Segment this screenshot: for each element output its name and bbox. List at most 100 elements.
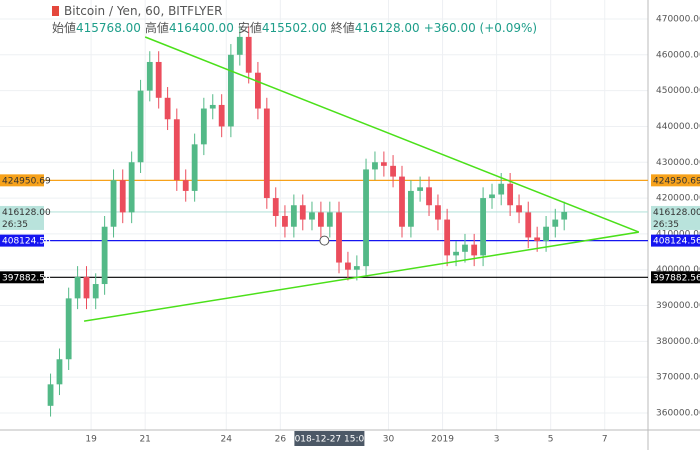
price-label-box bbox=[0, 174, 44, 187]
candle-body bbox=[444, 219, 451, 256]
candle-body bbox=[480, 198, 486, 256]
crosshair-point bbox=[319, 235, 330, 246]
ohlc-value: 416128.00 bbox=[354, 21, 420, 35]
symbol: Bitcoin / Yen, 60, BITFLYER bbox=[52, 3, 541, 20]
candle-body bbox=[146, 61, 153, 91]
candle-body bbox=[326, 212, 333, 227]
candle-body bbox=[507, 183, 514, 206]
candle-body bbox=[408, 190, 414, 227]
candle-body bbox=[272, 198, 279, 216]
price-label-box bbox=[0, 205, 44, 218]
ohlc-value: 416400.00 bbox=[168, 21, 234, 35]
candle-body bbox=[363, 169, 369, 267]
candle-body bbox=[173, 119, 180, 181]
candle-body bbox=[552, 219, 559, 227]
candle-body bbox=[426, 187, 432, 206]
candle-body bbox=[345, 262, 351, 270]
candle-body bbox=[489, 194, 495, 199]
x-tick-label: 3 bbox=[494, 435, 500, 445]
candle-body bbox=[417, 187, 424, 191]
ohlc-label: 終値 bbox=[330, 21, 355, 35]
candle-body bbox=[83, 276, 90, 299]
price-label-box bbox=[651, 205, 700, 218]
y-tick-label: 450000.00 bbox=[656, 86, 700, 96]
x-tick-label: 7 bbox=[602, 435, 608, 445]
countdown: 26:35 bbox=[653, 220, 679, 230]
candle-body bbox=[372, 162, 378, 170]
y-tick-label: 440000.00 bbox=[656, 122, 700, 132]
y-tick-label: 390000.00 bbox=[656, 301, 700, 311]
candle-body bbox=[119, 180, 126, 213]
ohlc-value: 415502.00 bbox=[261, 21, 327, 35]
candle-body bbox=[399, 176, 405, 227]
candle-body bbox=[453, 251, 459, 256]
x-tick-label: 24 bbox=[221, 435, 233, 445]
candle-body bbox=[317, 212, 324, 227]
candle-body bbox=[336, 212, 342, 263]
price-label: 416128.00 bbox=[2, 208, 51, 218]
countdown-box bbox=[651, 217, 700, 230]
candle-body bbox=[137, 90, 144, 163]
candle-body bbox=[380, 162, 387, 166]
plot-area bbox=[0, 0, 648, 430]
trend-line bbox=[144, 36, 640, 233]
candle-body bbox=[65, 298, 72, 360]
candle-body bbox=[534, 237, 541, 242]
candle-body bbox=[525, 212, 532, 238]
candle-body bbox=[209, 104, 216, 109]
candle-body bbox=[245, 36, 252, 73]
candle-body bbox=[462, 244, 468, 252]
candle-body bbox=[290, 205, 297, 227]
x-tick-label: 26 bbox=[275, 435, 287, 445]
candle-body bbox=[435, 205, 441, 220]
price-label: 408124.56 bbox=[2, 237, 51, 247]
candle-body bbox=[227, 54, 234, 127]
candle-body bbox=[390, 165, 396, 177]
price-label-box bbox=[651, 234, 700, 247]
crosshair-label: 2018-12-27 15:00 bbox=[289, 435, 370, 445]
x-tick-label: 21 bbox=[139, 435, 150, 445]
x-tick-label: 30 bbox=[383, 435, 395, 445]
candle-body bbox=[128, 162, 135, 213]
price-label: 408124.56 bbox=[653, 237, 700, 247]
x-tick-label: 19 bbox=[85, 435, 97, 445]
candle-body bbox=[309, 212, 315, 220]
crosshair-label-box bbox=[294, 431, 365, 446]
candle-body bbox=[299, 205, 306, 220]
price-label: 416128.00 bbox=[653, 208, 700, 218]
price-label-box bbox=[651, 271, 700, 284]
candle-body bbox=[561, 211, 568, 220]
candle-body bbox=[282, 215, 288, 227]
price-label: 397882.56 bbox=[653, 273, 700, 283]
candle-body bbox=[191, 144, 198, 191]
countdown-box bbox=[0, 217, 44, 230]
ohlc-label: 高値 bbox=[144, 21, 169, 35]
y-tick-label: 460000.00 bbox=[656, 50, 700, 60]
candle-body bbox=[74, 276, 81, 299]
symbol-name: Bitcoin / Yen, 60, BITFLYER bbox=[64, 4, 223, 18]
candle-body bbox=[255, 72, 261, 109]
candle-body bbox=[218, 104, 225, 127]
price-label: 424950.69 bbox=[2, 176, 51, 186]
y-tick-label: 400000.00 bbox=[656, 265, 700, 275]
candle-body bbox=[353, 266, 360, 270]
candle-body bbox=[263, 108, 270, 199]
y-tick-label: 470000.00 bbox=[656, 14, 700, 24]
candle-body bbox=[92, 284, 99, 299]
y-tick-label: 420000.00 bbox=[656, 194, 700, 204]
candle-body bbox=[110, 180, 117, 227]
y-tick-label: 410000.00 bbox=[656, 229, 700, 239]
change: +360.00 (+0.09%) bbox=[423, 21, 538, 35]
candle-body bbox=[182, 180, 189, 191]
ohlc-label: 安値 bbox=[237, 21, 262, 35]
countdown: 26:35 bbox=[2, 220, 28, 230]
trend-line bbox=[83, 231, 639, 322]
candle-body bbox=[471, 244, 478, 256]
legend: Bitcoin / Yen, 60, BITFLYER 始値415768.00 高… bbox=[52, 3, 541, 37]
candle-body bbox=[155, 61, 162, 98]
candle-body bbox=[164, 97, 171, 120]
candle-body bbox=[543, 226, 549, 242]
price-label: 397882.56 bbox=[2, 273, 51, 283]
y-tick-label: 430000.00 bbox=[656, 158, 700, 168]
